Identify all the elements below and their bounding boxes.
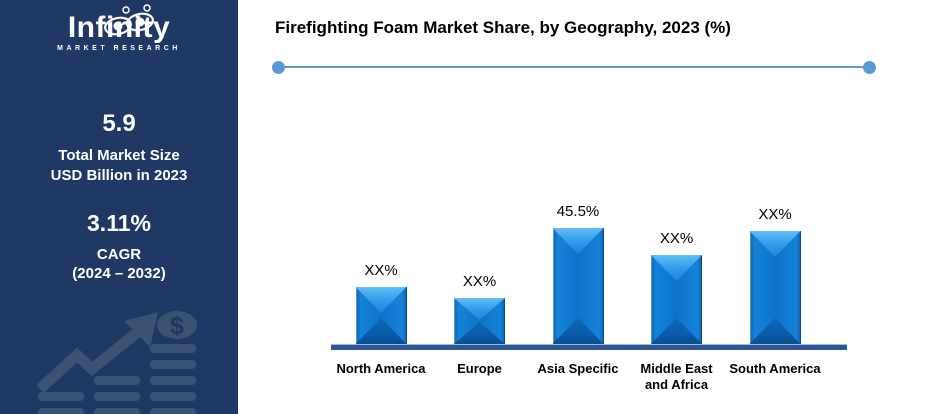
category-label-2: Europe — [457, 361, 502, 376]
infinity-logo-icon — [104, 4, 155, 36]
bar-south-america — [749, 231, 801, 344]
growth-chart-watermark-icon: $ — [36, 311, 197, 414]
trend-arrow-icon — [36, 325, 144, 394]
cagr-label: CAGR — [96, 246, 142, 263]
x-axis-line — [331, 344, 847, 350]
category-label-1: North America — [336, 361, 426, 376]
bar-north-america — [355, 287, 407, 344]
title-divider — [272, 60, 876, 74]
logo-subtitle: MARKET RESEARCH — [57, 45, 181, 52]
chart-panel: Firefighting Foam Market Share, by Geogr… — [238, 0, 945, 414]
value-label-4: XX% — [659, 230, 694, 247]
value-label-1: XX% — [364, 262, 398, 279]
divider-line — [278, 65, 870, 68]
plot-area: XX% North America XX% Europe 45.5% Asia Speci… — [238, 0, 945, 414]
category-label-3: Asia Specific — [537, 361, 619, 376]
market-size-label-line2: USD Billion in 2023 — [50, 167, 188, 184]
value-label-5: XX% — [758, 206, 792, 223]
divider-right-dot — [863, 60, 876, 74]
chart-title: Firefighting Foam Market Share, by Geogr… — [275, 18, 731, 37]
bar-europe — [454, 298, 505, 344]
coin-icon — [157, 311, 197, 339]
value-label-3: 45.5% — [556, 203, 600, 220]
market-size-value: 5.9 — [102, 110, 136, 137]
logo: Infinity MARKET RESEARCH — [0, 4, 238, 55]
cagr-value: 3.11% — [87, 210, 151, 236]
bar-middle-east-and-africa — [651, 255, 702, 344]
bar-asia-specific — [552, 228, 604, 344]
category-label-5: South America — [729, 361, 821, 376]
cagr-period: (2024 – 2032) — [72, 265, 166, 282]
value-label-2: XX% — [462, 273, 497, 290]
dollar-icon: $ — [170, 312, 184, 340]
category-label-4: Middle East and Africa — [640, 361, 713, 392]
sidebar: Infinity MARKET RESEARCH 5.9 Total Marke… — [0, 0, 238, 414]
market-size-label-line1: Total Market Size — [58, 147, 180, 164]
